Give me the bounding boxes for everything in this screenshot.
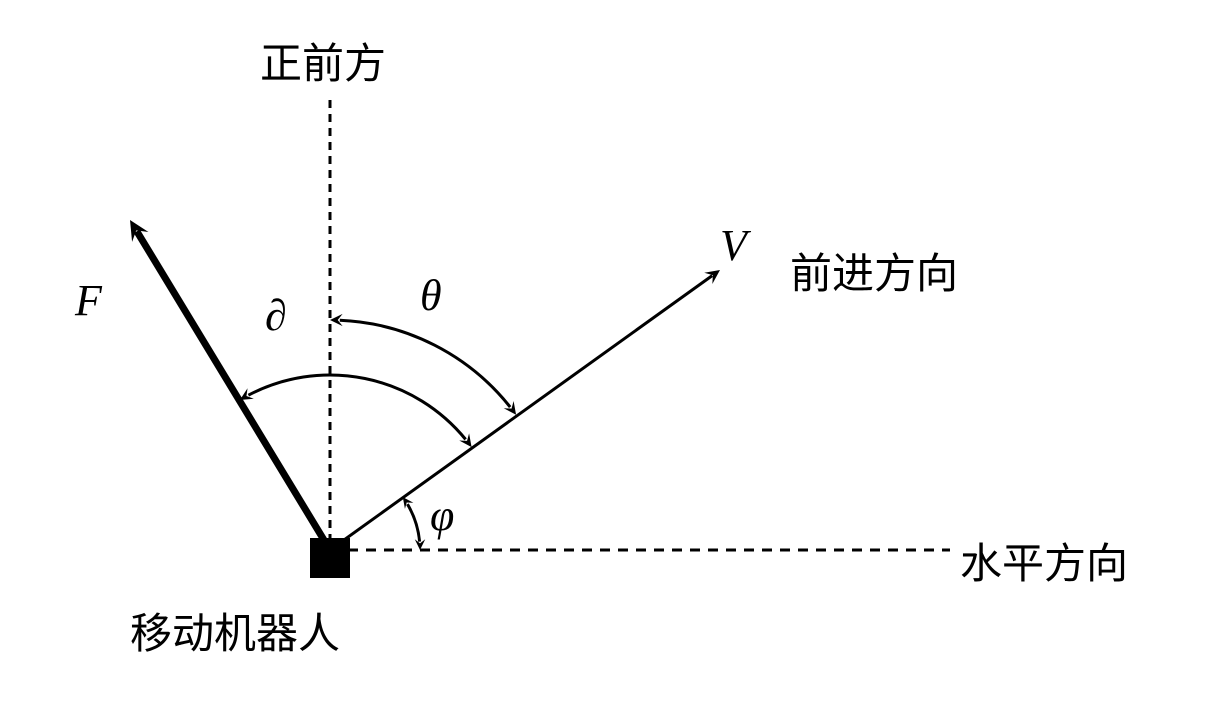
label-forward-direction: 前进方向 <box>790 240 958 301</box>
label-horizontal-direction: 水平方向 <box>960 530 1128 591</box>
label-velocity-v: V <box>720 220 747 271</box>
diagram-svg <box>0 0 1212 704</box>
label-top-direction: 正前方 <box>260 30 386 91</box>
label-angle-theta: θ <box>420 270 442 321</box>
label-force-f: F <box>75 275 102 326</box>
robot-direction-diagram: 正前方 前进方向 水平方向 移动机器人 F V θ ∂ φ <box>0 0 1212 704</box>
label-mobile-robot: 移动机器人 <box>130 600 340 661</box>
label-angle-phi: φ <box>430 490 454 541</box>
label-angle-partial: ∂ <box>265 290 287 341</box>
